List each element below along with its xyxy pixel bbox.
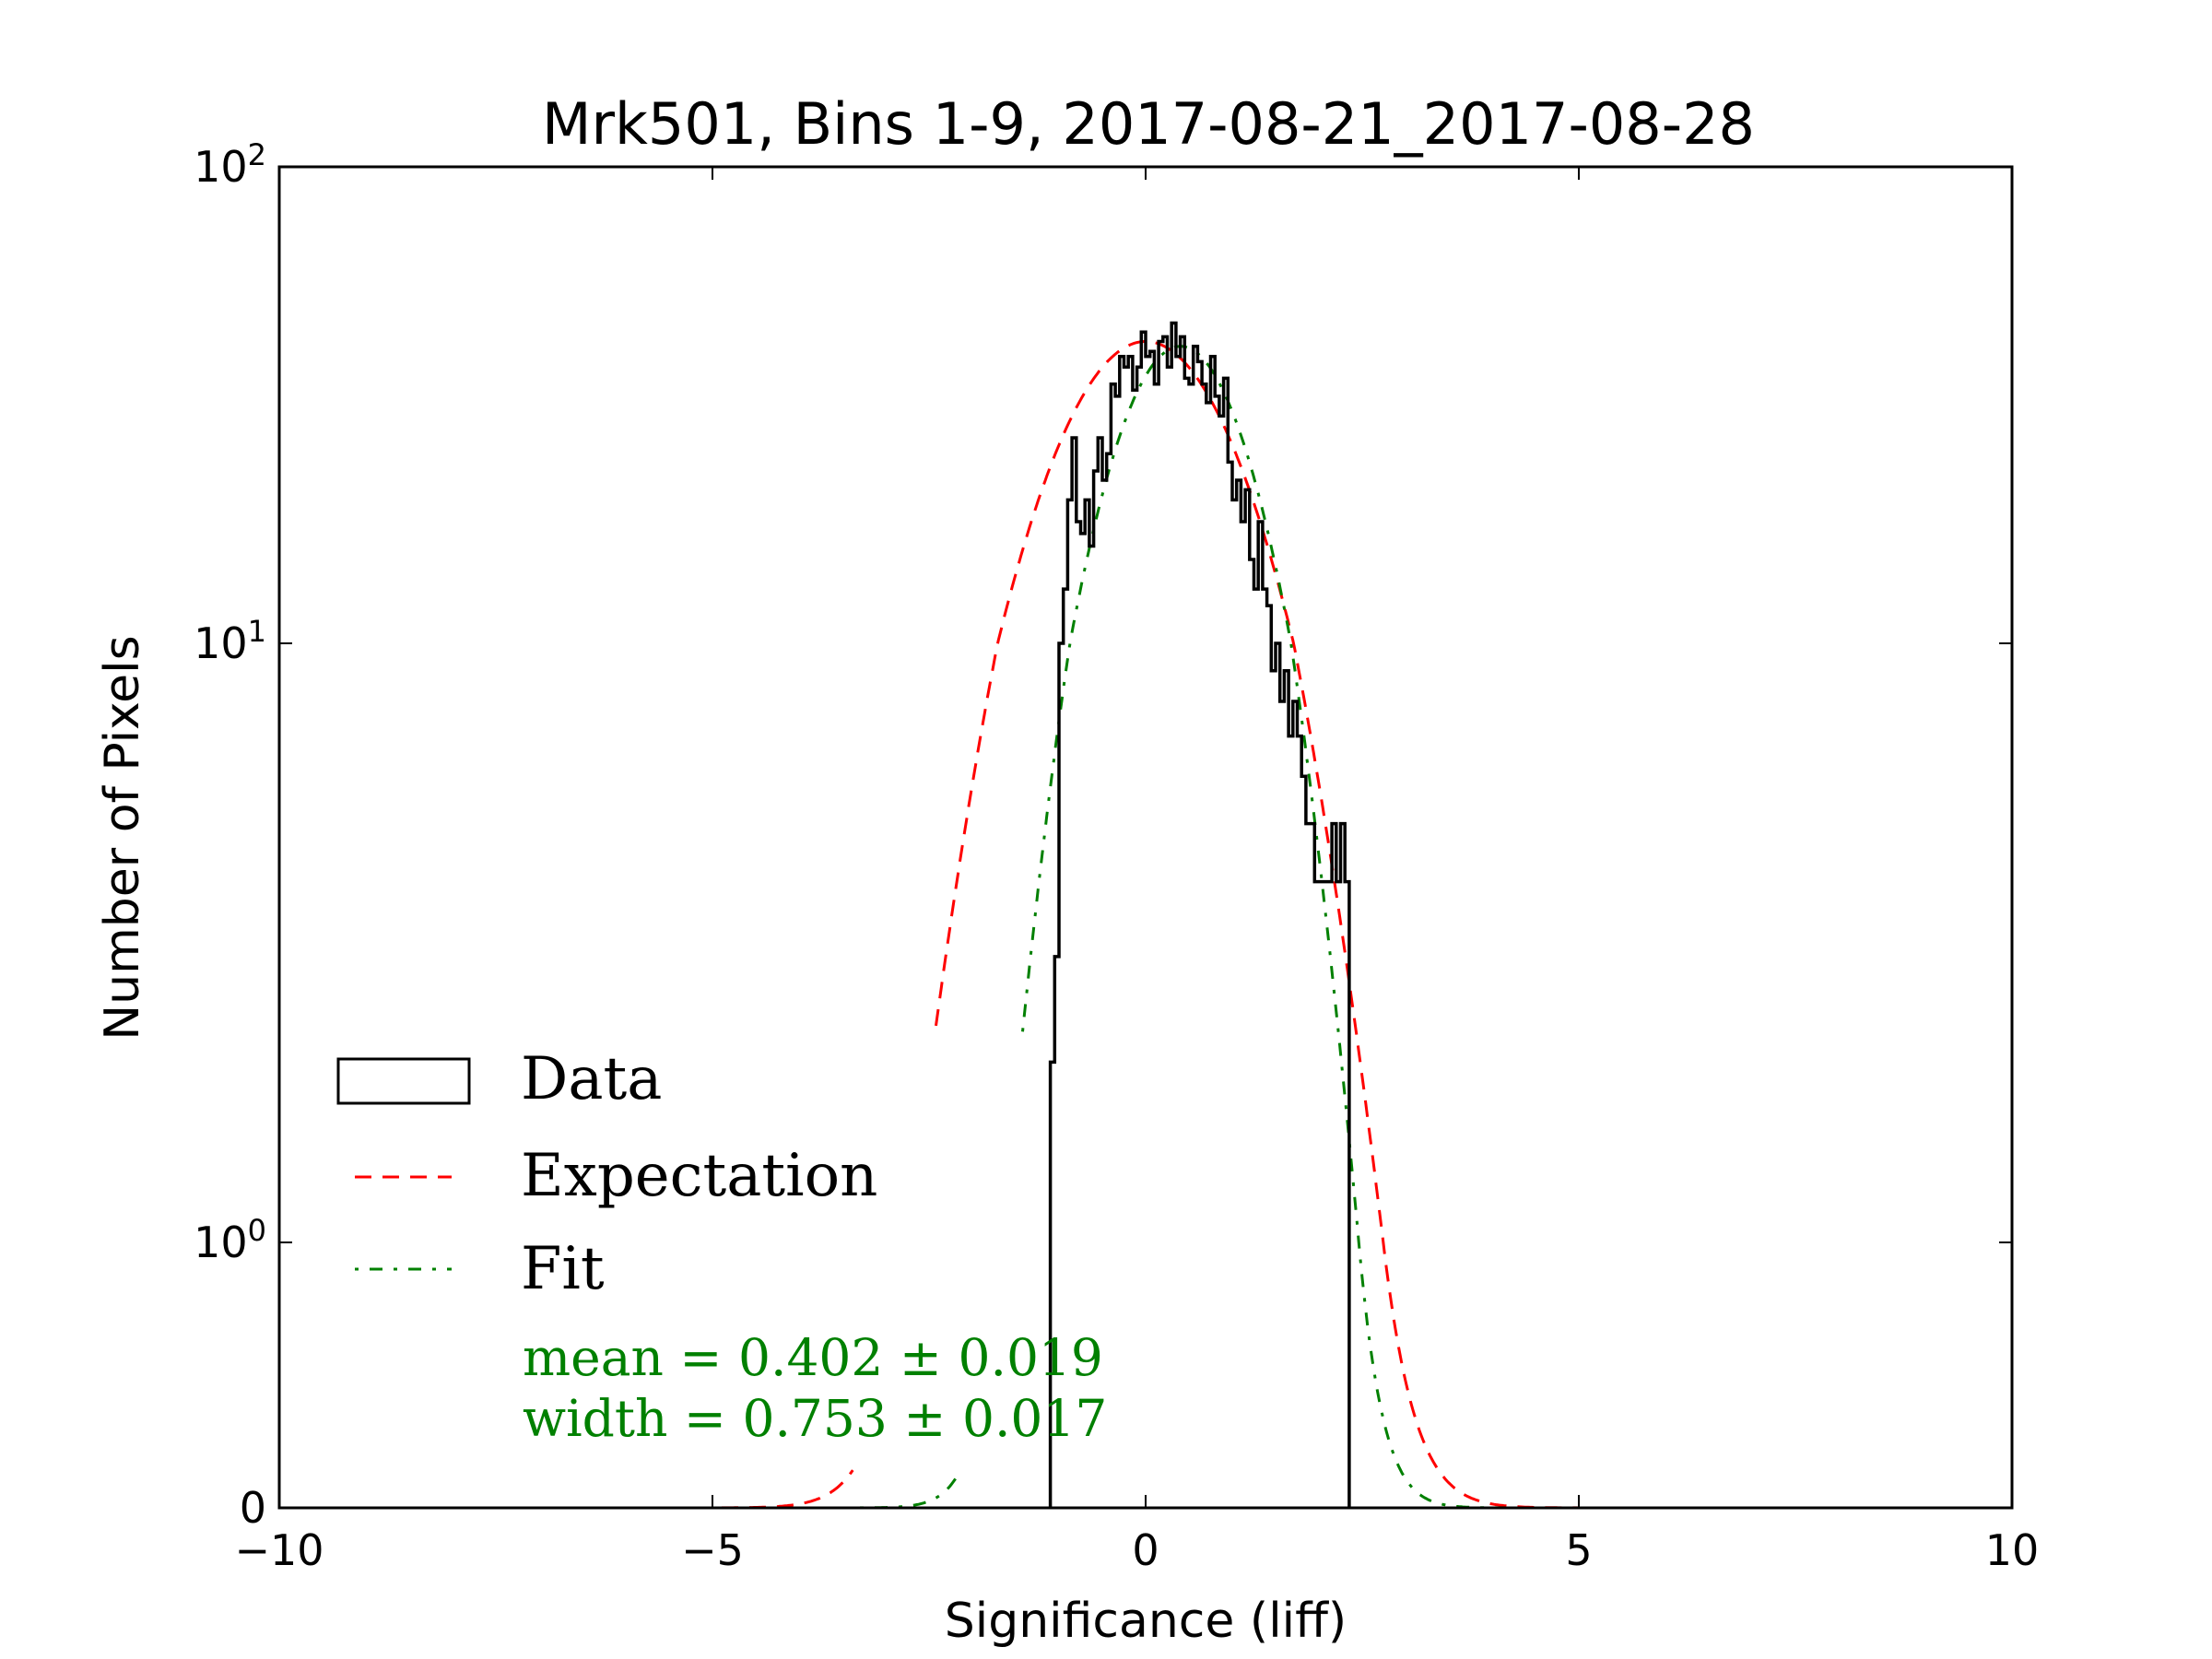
x-tick-label: −5 <box>681 1525 744 1575</box>
legend-fit-label: Fit <box>521 1235 605 1303</box>
x-axis-label: Significance (liff) <box>945 1594 1347 1649</box>
legend-data-swatch <box>336 1057 471 1105</box>
legend-expectation-label: Expectation <box>521 1142 877 1210</box>
fit-width-annotation: width = 0.753 ± 0.017 <box>523 1389 1107 1448</box>
chart-title: Mrk501, Bins 1-9, 2017-08-21_2017-08-28 <box>542 90 1755 158</box>
y-axis-label: Number of Pixels <box>95 635 150 1040</box>
data-histogram <box>1048 321 1351 1508</box>
fit-curve <box>279 1469 962 1510</box>
y-tick-label: 100 <box>194 1213 266 1267</box>
x-tick-label: 10 <box>1985 1525 2040 1575</box>
x-tick-label: −10 <box>234 1525 324 1575</box>
legend-data-label: Data <box>521 1045 662 1113</box>
x-tick-label: 5 <box>1565 1525 1592 1575</box>
expectation-curve <box>279 1469 854 1510</box>
y-tick-label: 101 <box>194 614 266 668</box>
fit-mean-annotation: mean = 0.402 ± 0.019 <box>523 1328 1103 1387</box>
legend: Data Expectation Fit <box>336 1045 877 1303</box>
x-tick-label: 0 <box>1132 1525 1159 1575</box>
axes-frame <box>277 165 2014 1510</box>
fit-curve <box>1021 345 2012 1510</box>
y-tick-label: 0 <box>240 1483 266 1533</box>
y-tick-label: 102 <box>194 137 266 192</box>
